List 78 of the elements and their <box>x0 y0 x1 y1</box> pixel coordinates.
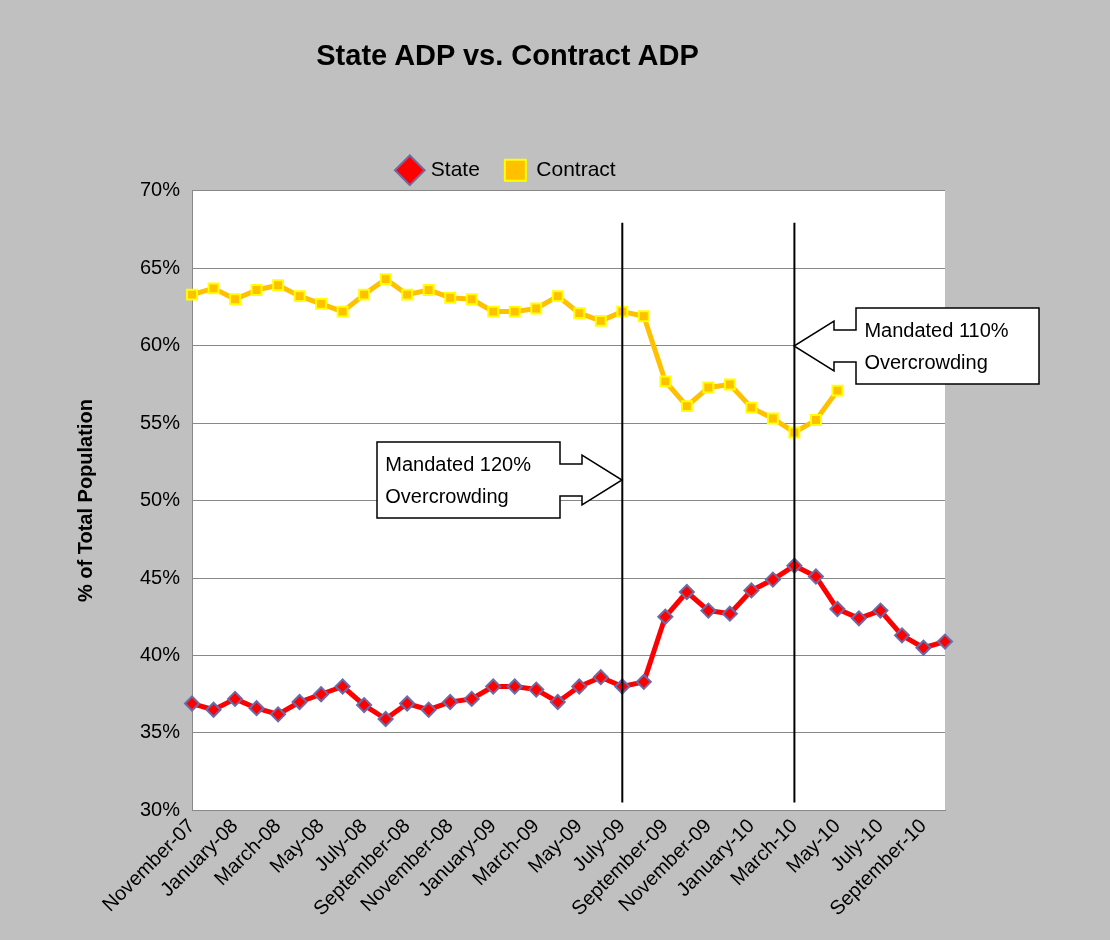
point <box>915 639 932 656</box>
point <box>766 412 779 425</box>
point <box>700 602 717 619</box>
annotation: Mandated 120% Overcrowding <box>385 451 532 509</box>
legend-label: State <box>430 157 480 181</box>
point <box>377 711 394 728</box>
point <box>723 378 736 391</box>
point <box>184 695 201 712</box>
point <box>702 381 715 394</box>
legend-label: Contract <box>536 157 616 181</box>
point <box>358 288 371 301</box>
point <box>401 288 414 301</box>
point <box>872 602 889 619</box>
point <box>379 273 392 286</box>
point <box>743 582 760 599</box>
point <box>635 673 652 690</box>
point <box>528 681 545 698</box>
point <box>336 305 349 318</box>
chart-title: State ADP vs. Contract ADP <box>316 39 699 72</box>
point <box>399 695 416 712</box>
point <box>680 400 693 413</box>
point <box>248 700 265 717</box>
point <box>487 305 500 318</box>
point <box>637 310 650 323</box>
point <box>315 297 328 310</box>
point <box>485 678 502 695</box>
point <box>465 293 478 306</box>
point <box>207 282 220 295</box>
point <box>659 375 672 388</box>
point <box>250 283 263 296</box>
y-tick-label: 35% <box>140 720 181 743</box>
point <box>657 608 674 625</box>
point <box>356 697 373 714</box>
point <box>893 627 910 644</box>
y-axis-title: % of Total Population <box>73 399 96 603</box>
point <box>678 584 695 600</box>
point <box>313 686 330 703</box>
point <box>229 293 242 306</box>
point <box>549 693 566 710</box>
point <box>291 693 308 710</box>
point <box>721 605 738 622</box>
point <box>463 690 480 707</box>
point <box>592 669 609 686</box>
annotation: Mandated 110% Overcrowding <box>864 317 1010 375</box>
point <box>420 701 437 718</box>
point <box>205 701 222 718</box>
point <box>293 290 306 303</box>
y-tick-label: 65% <box>140 255 181 278</box>
point <box>422 283 435 296</box>
point <box>506 678 523 695</box>
point <box>829 601 846 618</box>
y-tick-label: 60% <box>140 333 181 356</box>
point <box>594 314 607 327</box>
point <box>442 693 459 710</box>
y-tick-label: 45% <box>140 565 181 588</box>
point <box>508 305 521 318</box>
y-tick-label: 55% <box>140 410 181 433</box>
point <box>807 568 824 585</box>
point <box>745 401 758 414</box>
point <box>937 633 953 650</box>
point <box>530 302 543 315</box>
point <box>270 706 287 723</box>
point <box>444 291 457 304</box>
y-tick-label: 30% <box>140 797 181 820</box>
point <box>764 571 781 588</box>
y-tick-label: 50% <box>140 488 181 511</box>
y-tick-label: 40% <box>140 643 181 666</box>
point <box>227 690 244 707</box>
point <box>334 678 351 695</box>
point <box>850 610 867 627</box>
y-tick-label: 70% <box>140 178 181 201</box>
point <box>831 384 844 397</box>
point <box>272 279 285 292</box>
point <box>186 288 198 301</box>
point <box>809 414 822 427</box>
point <box>571 678 588 695</box>
point <box>551 290 564 303</box>
point <box>573 307 586 320</box>
